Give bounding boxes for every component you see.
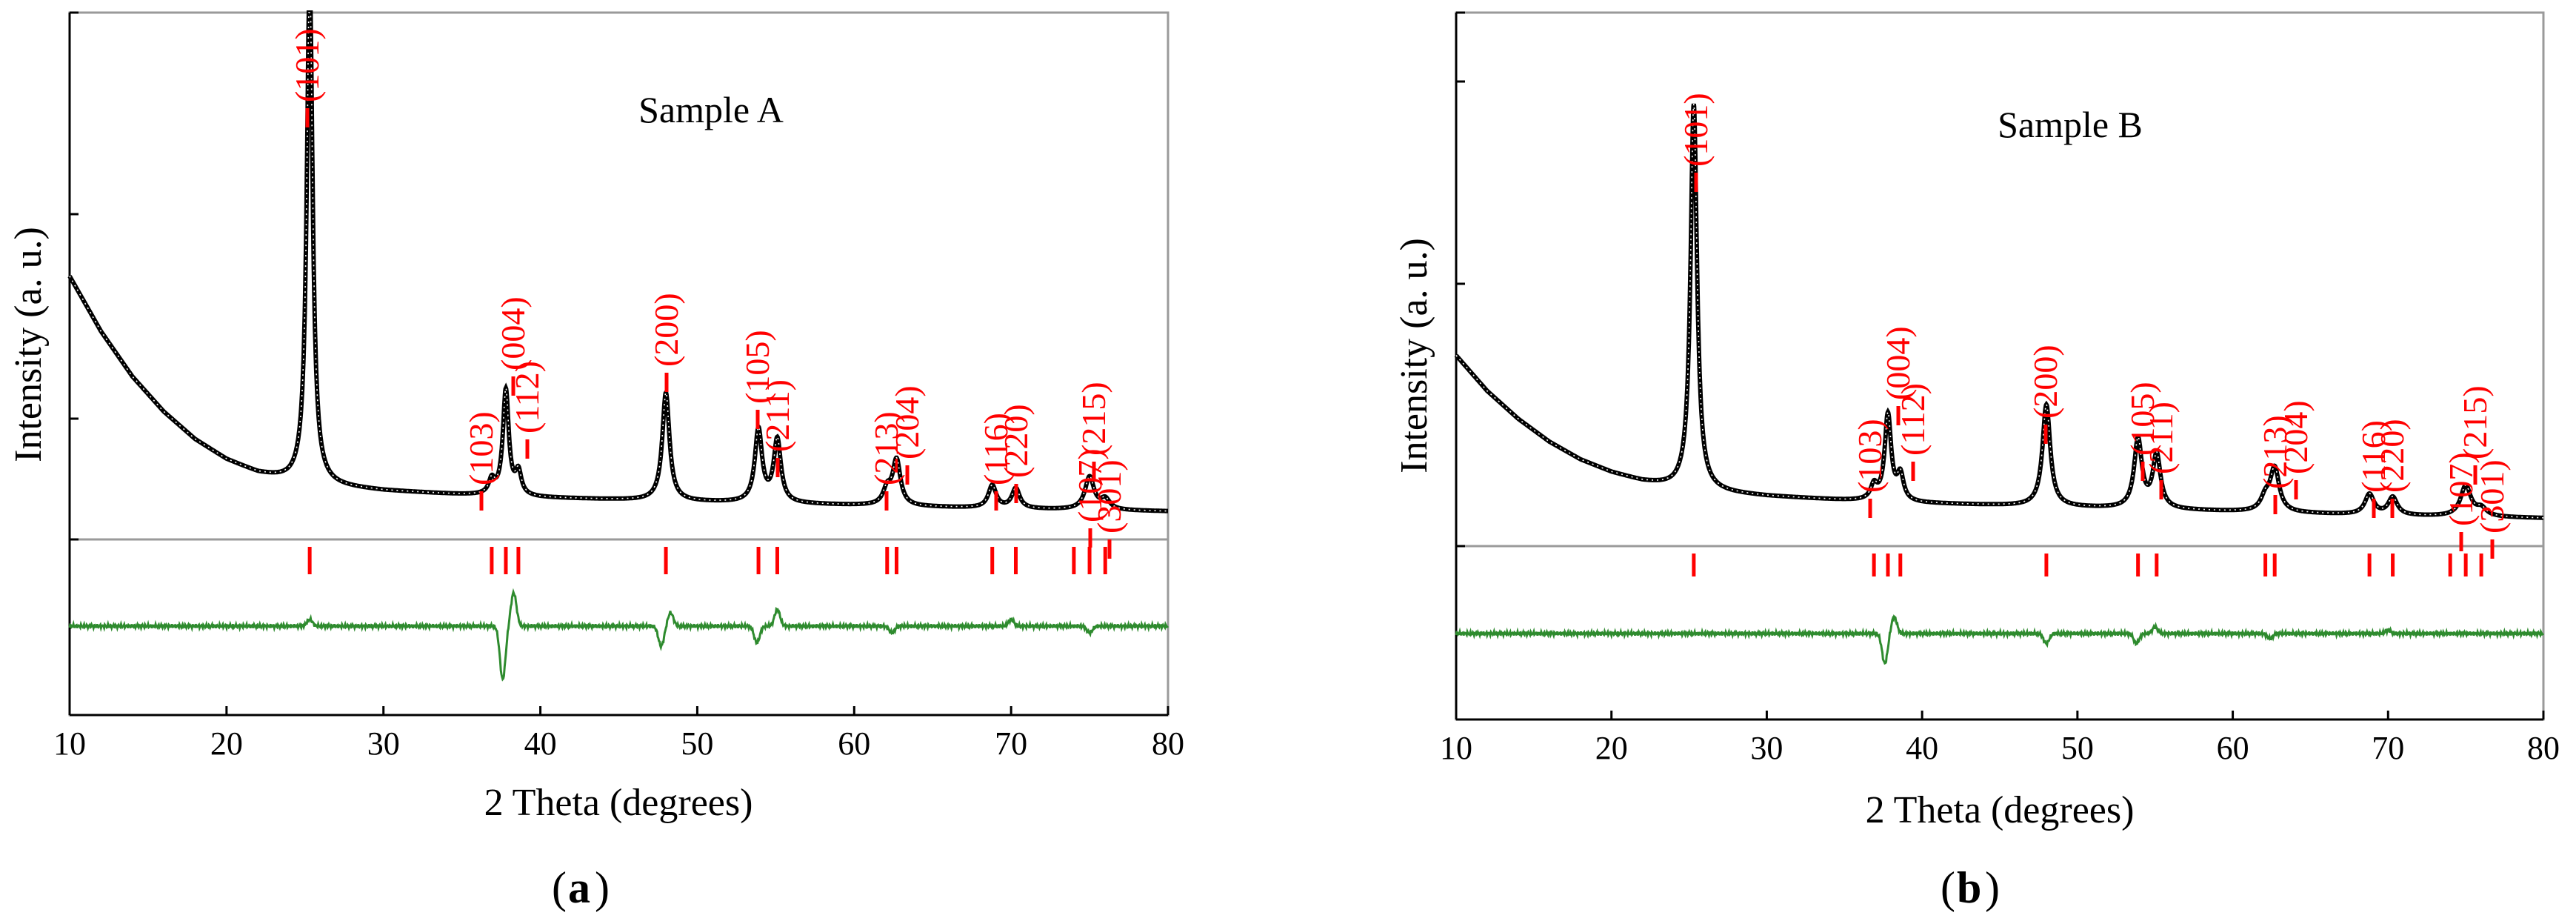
y-ticks <box>70 11 79 541</box>
hkl-label: (200) <box>2026 345 2064 419</box>
hkl-label: (213) <box>2256 415 2294 489</box>
panel-letter: b <box>1957 863 1981 912</box>
x-ticks: 10 20 30 40 50 60 70 80 <box>1440 711 2560 766</box>
x-tick-label: 50 <box>2061 730 2094 766</box>
hkl-label: (220) <box>2373 419 2411 493</box>
panel-letter: a <box>568 863 590 912</box>
hkl-label: (004) <box>494 296 532 370</box>
x-tick-label: 60 <box>838 725 870 762</box>
hkl-label: (103) <box>462 411 500 485</box>
hkl-label: (215) <box>2456 385 2494 459</box>
panel-b: 10 20 30 40 50 60 70 80 (101) (103) (004)(112) (20… <box>1393 11 2560 912</box>
hkl-label: (105) <box>738 330 776 404</box>
hkl-label: (213) <box>867 411 905 485</box>
hkl-label: (116) <box>977 413 1015 485</box>
svg-text:): ) <box>595 863 610 912</box>
difference-series <box>68 588 1169 682</box>
hkl-label: (215) <box>1075 382 1112 456</box>
reflection-markers <box>307 547 1107 574</box>
hkl-label: (101) <box>288 28 326 102</box>
x-tick-label: 50 <box>681 725 713 762</box>
hkl-label: (112) <box>1894 383 1932 456</box>
hkl-labels: (101) (103) (004)(112) (200) (105)(211) (213)… <box>1677 93 2511 559</box>
svg-text:(: ( <box>1941 863 1955 912</box>
difference-line <box>1455 614 2544 665</box>
x-tick-label: 80 <box>2527 730 2560 766</box>
hkl-label: (220) <box>997 404 1035 478</box>
x-tick-label: 30 <box>1750 730 1783 766</box>
hkl-label: (107) <box>1071 448 1109 522</box>
observed-line <box>67 10 1168 513</box>
x-tick-label: 20 <box>1595 730 1628 766</box>
hkl-label: (204) <box>2277 400 2315 474</box>
y-ticks <box>1456 11 1465 548</box>
hkl-labels: (101) (103) (004)(112) (200) (105)(211) (213)… <box>288 28 1128 559</box>
hkl-label: (116) <box>2355 420 2392 493</box>
x-axis-label: 2 Theta (degrees) <box>1866 789 2135 831</box>
x-tick-label: 10 <box>53 725 86 762</box>
hkl-label: (107) <box>2442 452 2480 526</box>
hkl-label: (103) <box>1851 419 1889 493</box>
hkl-label: (211) <box>2142 402 2180 474</box>
hkl-label: (211) <box>758 379 796 452</box>
x-tick-label: 40 <box>1906 730 1938 766</box>
x-tick-label: 60 <box>2217 730 2249 766</box>
observed-series <box>1454 103 2543 520</box>
x-axis-label: 2 Theta (degrees) <box>484 782 753 824</box>
panel-a: 10 20 30 40 50 60 70 80 (101) (103) (004)(112) (20… <box>7 10 1184 912</box>
hkl-label: (301) <box>1090 459 1128 534</box>
x-tick-label: 10 <box>1440 730 1472 766</box>
y-axis-label: Intensity (a. u.) <box>7 227 50 462</box>
reflection-markers <box>1692 554 2483 576</box>
x-tick-label: 40 <box>524 725 557 762</box>
x-tick-label: 70 <box>2372 730 2404 766</box>
hkl-label: (101) <box>1677 93 1715 167</box>
difference-series <box>1455 614 2544 665</box>
hkl-label: (112) <box>508 361 546 433</box>
panel-label: ( b ) <box>1941 863 2000 912</box>
difference-line <box>68 588 1169 682</box>
chart-title: Sample A <box>638 89 784 130</box>
svg-text:(: ( <box>552 863 567 912</box>
x-tick-label: 80 <box>1152 725 1184 762</box>
x-tick-label: 20 <box>210 725 243 762</box>
hkl-label: (200) <box>647 293 685 367</box>
svg-text:): ) <box>1985 863 2000 912</box>
hkl-label: (204) <box>888 385 926 459</box>
chart-title: Sample B <box>1998 104 2143 145</box>
observed-series <box>67 10 1168 513</box>
plot-frame <box>68 11 1169 717</box>
panel-label: ( a ) <box>552 863 610 912</box>
x-tick-label: 30 <box>367 725 400 762</box>
hkl-label: (301) <box>2473 459 2511 534</box>
hkl-label: (004) <box>1879 326 1917 400</box>
observed-markers <box>1455 104 2543 519</box>
y-axis-label: Intensity (a. u.) <box>1393 238 1435 473</box>
hkl-label: (105) <box>2123 382 2161 456</box>
x-tick-label: 70 <box>995 725 1027 762</box>
x-ticks: 10 20 30 40 50 60 70 80 <box>53 706 1184 762</box>
